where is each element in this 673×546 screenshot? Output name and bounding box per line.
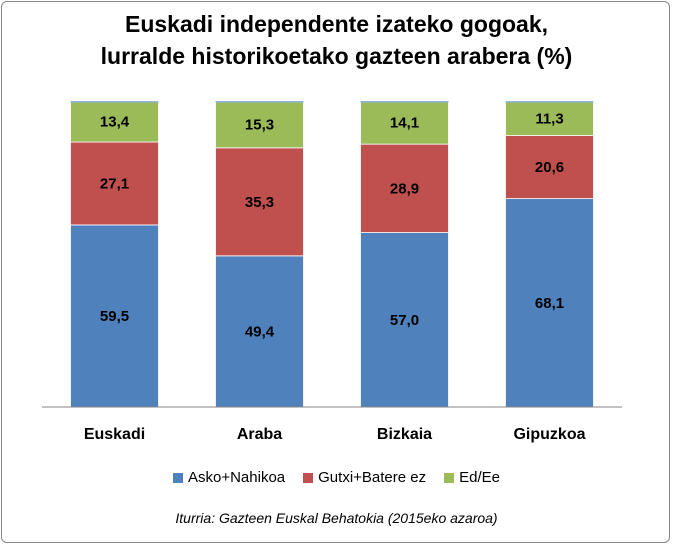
bar-top-edge-gipuzkoa bbox=[505, 101, 594, 103]
legend-label-0: Asko+Nahikoa bbox=[187, 468, 286, 486]
bar-segment-araba-s0 bbox=[215, 255, 304, 408]
bar-segment-gipuzkoa-s1 bbox=[505, 135, 594, 200]
data-label-euskadi-s2: 13,4 bbox=[100, 114, 130, 131]
data-label-gipuzkoa-s2: 11,3 bbox=[535, 110, 563, 127]
data-label-bizkaia-s2: 14,1 bbox=[390, 115, 419, 132]
data-label-bizkaia-s1: 28,9 bbox=[390, 180, 419, 197]
bar-segment-araba-s1 bbox=[215, 147, 304, 257]
source-note: Iturria: Gazteen Euskal Behatokia (2015e… bbox=[175, 510, 498, 526]
legend-item-1: Gutxi+Batere ez bbox=[303, 469, 426, 486]
chart-title-line2: lurralde historikoetako gazteen arabera … bbox=[100, 43, 573, 69]
data-label-euskadi-s0: 59,5 bbox=[100, 308, 129, 325]
bar-segment-araba-s2 bbox=[215, 100, 304, 149]
data-label-euskadi-s1: 27,1 bbox=[100, 175, 129, 192]
legend-item-2: Ed/Ee bbox=[444, 469, 500, 486]
bar-segment-bizkaia-s2 bbox=[360, 100, 449, 145]
bar-top-edge-araba bbox=[215, 101, 304, 103]
bar-segment-bizkaia-s0 bbox=[360, 232, 449, 408]
legend-item-0: Asko+Nahikoa bbox=[172, 468, 286, 486]
bar-segment-euskadi-s1 bbox=[70, 141, 159, 226]
chart-title-line1: Euskadi independente izateko gogoak, bbox=[124, 11, 549, 37]
x-tick-label-bizkaia: Bizkaia bbox=[377, 426, 432, 443]
legend-swatch-0 bbox=[172, 472, 183, 483]
legend-swatch-2 bbox=[444, 472, 455, 483]
data-label-gipuzkoa-s1: 20,6 bbox=[535, 159, 564, 176]
x-tick-label-euskadi: Euskadi bbox=[84, 426, 145, 443]
legend-swatch-1 bbox=[303, 472, 314, 483]
x-tick-label-gipuzkoa: Gipuzkoa bbox=[513, 426, 585, 443]
data-label-araba-s0: 49,4 bbox=[245, 323, 275, 340]
x-tick-label-araba: Araba bbox=[237, 426, 282, 443]
bar-top-edge-euskadi bbox=[70, 101, 159, 103]
data-label-bizkaia-s0: 57,0 bbox=[390, 312, 419, 329]
bar-segment-bizkaia-s1 bbox=[360, 143, 449, 233]
chart-title: Euskadi independente izateko gogoak, lur… bbox=[0, 8, 673, 72]
data-label-araba-s2: 15,3 bbox=[245, 116, 274, 133]
legend-label-2: Ed/Ee bbox=[459, 468, 500, 486]
bar-segment-gipuzkoa-s0 bbox=[505, 198, 594, 408]
data-label-gipuzkoa-s0: 68,1 bbox=[535, 295, 564, 312]
legend-label-1: Gutxi+Batere ez bbox=[318, 468, 427, 486]
bar-segment-gipuzkoa-s2 bbox=[505, 100, 594, 136]
bar-top-edge-bizkaia bbox=[360, 101, 449, 103]
legend: Asko+Nahikoa Gutxi+Batere ez Ed/Ee bbox=[0, 468, 673, 486]
data-label-araba-s1: 35,3 bbox=[245, 194, 274, 211]
bar-segment-euskadi-s0 bbox=[70, 224, 159, 408]
